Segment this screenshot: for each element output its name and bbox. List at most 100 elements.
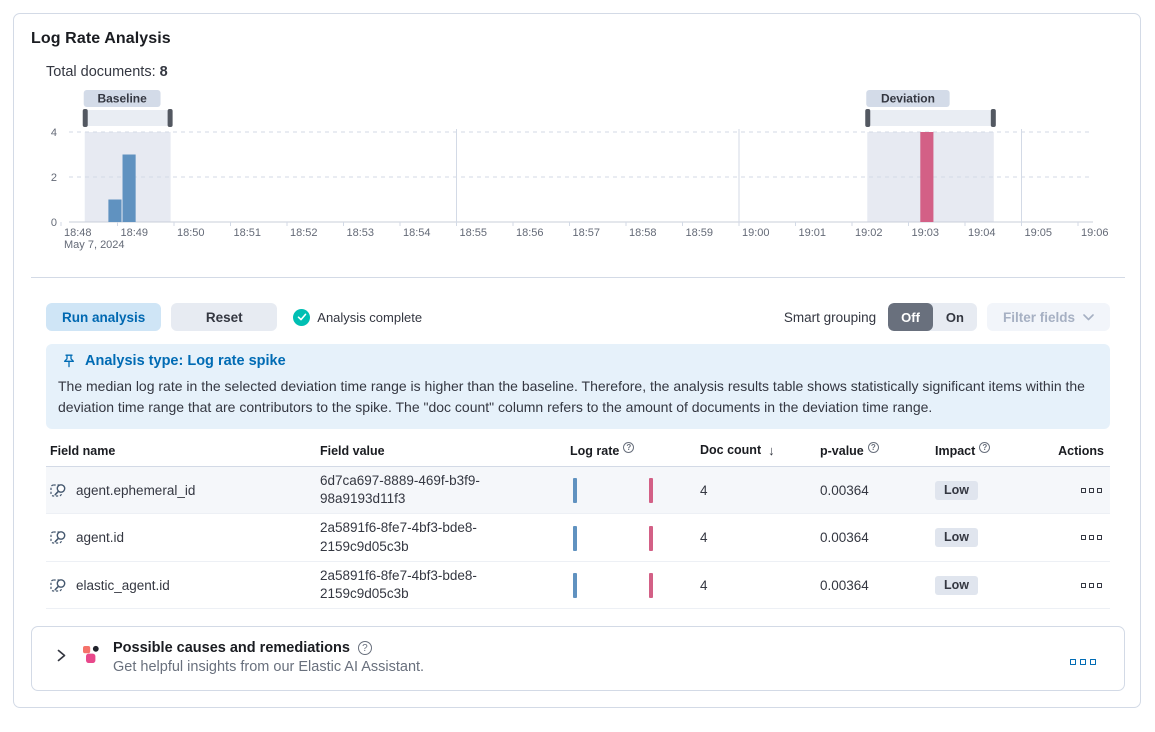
deviation-badge-label: Deviation bbox=[881, 92, 935, 106]
x-tick-label: 19:01 bbox=[799, 227, 827, 239]
column-header-doc-count[interactable]: Doc count ↓ bbox=[700, 443, 775, 458]
field-name: agent.id bbox=[76, 530, 125, 546]
run-analysis-button[interactable]: Run analysis bbox=[46, 303, 162, 331]
doc-count: 4 bbox=[700, 482, 708, 498]
x-tick-label: 18:56 bbox=[516, 227, 544, 239]
y-tick-label: 0 bbox=[51, 217, 57, 229]
pin-icon bbox=[63, 354, 75, 367]
accordion-chevron-icon[interactable] bbox=[53, 647, 69, 667]
baseline-badge-label: Baseline bbox=[97, 92, 147, 106]
table-row: agent.ephemeral_id 6d7ca697-8889-469f-b3… bbox=[46, 467, 1110, 515]
x-tick-label: 18:53 bbox=[347, 227, 375, 239]
callout-title: Analysis type: Log rate spike bbox=[85, 353, 286, 369]
reset-button[interactable]: Reset bbox=[171, 303, 278, 331]
x-tick-label: 18:57 bbox=[573, 227, 601, 239]
filter-field-icon[interactable] bbox=[50, 577, 67, 594]
chevron-down-icon bbox=[1083, 313, 1094, 320]
possible-causes-accordion: Possible causes and remediations ? Get h… bbox=[31, 626, 1125, 692]
possible-causes-title: Possible causes and remediations bbox=[113, 640, 350, 657]
y-tick-label: 4 bbox=[51, 127, 57, 139]
column-header-field-value[interactable]: Field value bbox=[320, 443, 385, 458]
x-tick-label: 19:06 bbox=[1081, 227, 1109, 239]
page-title: Log Rate Analysis bbox=[31, 30, 171, 47]
analysis-status-label: Analysis complete bbox=[317, 309, 423, 325]
x-axis-date-label: May 7, 2024 bbox=[64, 239, 125, 251]
field-value: 2a5891f6-8fe7-4bf3-bde8-2159c9d05c3b bbox=[320, 567, 477, 602]
baseline-histogram-bar bbox=[108, 199, 122, 222]
deviation-brush-left-handle[interactable] bbox=[865, 109, 871, 127]
filter-field-icon[interactable] bbox=[50, 529, 67, 546]
baseline-rate-bar bbox=[573, 525, 577, 551]
baseline-badge bbox=[83, 90, 161, 107]
x-tick-label: 19:03 bbox=[912, 227, 940, 239]
analysis-type-callout: Analysis type: Log rate spike The median… bbox=[46, 344, 1110, 429]
filter-fields-label: Filter fields bbox=[1002, 309, 1075, 325]
filter-field-icon[interactable] bbox=[50, 482, 67, 499]
callout-body: The median log rate in the selected devi… bbox=[58, 378, 1085, 415]
info-icon[interactable]: ? bbox=[979, 441, 991, 453]
column-header-impact[interactable]: Impact? bbox=[926, 441, 1041, 458]
total-documents-label: Total documents: bbox=[46, 64, 156, 80]
impact-badge: Low bbox=[935, 528, 978, 548]
p-value: 0.00364 bbox=[820, 482, 869, 498]
x-tick-label: 18:55 bbox=[460, 227, 488, 239]
column-header-field-name[interactable]: Field name bbox=[50, 443, 116, 458]
table-header-row: Field name Field value Log rate? Doc cou… bbox=[46, 437, 1110, 467]
table-row: elastic_agent.id 2a5891f6-8fe7-4bf3-bde8… bbox=[46, 562, 1110, 610]
x-tick-label: 19:00 bbox=[742, 227, 770, 239]
log-rate-mini-chart bbox=[570, 477, 660, 504]
x-tick-label: 18:58 bbox=[629, 227, 657, 239]
row-actions-icon[interactable] bbox=[1081, 487, 1102, 493]
info-icon[interactable]: ? bbox=[867, 441, 879, 453]
column-header-p-value[interactable]: p-value? bbox=[811, 441, 926, 458]
baseline-rate-bar bbox=[573, 573, 577, 599]
baseline-brush-left-handle[interactable] bbox=[82, 109, 88, 127]
x-tick-label: 19:02 bbox=[855, 227, 883, 239]
deviation-rate-bar bbox=[649, 478, 653, 504]
x-tick-label: 18:49 bbox=[121, 227, 149, 239]
field-value: 6d7ca697-8889-469f-b3f9-98a9193d11f3 bbox=[320, 473, 480, 507]
x-tick-label: 18:59 bbox=[686, 227, 714, 239]
field-name: elastic_agent.id bbox=[76, 577, 170, 593]
accordion-actions-icon[interactable] bbox=[1070, 659, 1096, 666]
x-tick-label: 18:50 bbox=[177, 227, 205, 239]
smart-grouping-toggle: Off On bbox=[888, 303, 977, 331]
info-icon[interactable]: ? bbox=[623, 441, 635, 453]
x-tick-label: 18:54 bbox=[403, 227, 431, 239]
baseline-rate-bar bbox=[573, 478, 577, 504]
row-actions-icon[interactable] bbox=[1081, 535, 1102, 541]
p-value: 0.00364 bbox=[820, 530, 869, 546]
smart-grouping-off-button[interactable]: Off bbox=[888, 303, 933, 331]
impact-badge: Low bbox=[935, 575, 978, 595]
help-icon[interactable]: ? bbox=[357, 641, 372, 656]
impact-badge: Low bbox=[935, 480, 978, 500]
smart-grouping-on-button[interactable]: On bbox=[933, 303, 977, 331]
document-count-chart: 0 2 4 18:48 18:49 18:50 18:51 18:52 18:53 18:54 18… bbox=[31, 86, 1125, 259]
row-actions-icon[interactable] bbox=[1081, 582, 1102, 588]
log-rate-mini-chart bbox=[570, 572, 660, 599]
doc-count: 4 bbox=[700, 530, 708, 546]
total-documents: Total documents: 8 bbox=[46, 64, 1125, 80]
baseline-brush[interactable] bbox=[84, 110, 171, 126]
deviation-brush[interactable] bbox=[867, 110, 994, 126]
deviation-rate-bar bbox=[649, 525, 653, 551]
x-tick-label: 18:52 bbox=[290, 227, 318, 239]
baseline-brush-right-handle[interactable] bbox=[167, 109, 173, 127]
results-table: Field name Field value Log rate? Doc cou… bbox=[46, 437, 1110, 610]
column-header-log-rate[interactable]: Log rate? bbox=[561, 441, 691, 458]
x-tick-label: 18:48 bbox=[64, 227, 92, 239]
deviation-rate-bar bbox=[649, 573, 653, 599]
ai-assistant-icon bbox=[83, 646, 99, 664]
analysis-status: Analysis complete bbox=[293, 308, 423, 326]
divider bbox=[31, 277, 1125, 278]
x-tick-label: 19:04 bbox=[968, 227, 996, 239]
check-icon bbox=[293, 308, 311, 326]
table-row: agent.id 2a5891f6-8fe7-4bf3-bde8-2159c9d… bbox=[46, 514, 1110, 562]
deviation-brush-right-handle[interactable] bbox=[990, 109, 996, 127]
baseline-histogram-bar bbox=[122, 154, 136, 222]
document-count-histogram: 0 2 4 18:48 18:49 18:50 18:51 18:52 18:53 18:54 18… bbox=[51, 90, 1109, 251]
possible-causes-subtitle: Get helpful insights from our Elastic AI… bbox=[113, 659, 425, 676]
toolbar: Run analysis Reset Analysis complete Sma… bbox=[46, 303, 1110, 331]
column-header-actions: Actions bbox=[1058, 443, 1104, 458]
filter-fields-button[interactable]: Filter fields bbox=[986, 303, 1110, 331]
